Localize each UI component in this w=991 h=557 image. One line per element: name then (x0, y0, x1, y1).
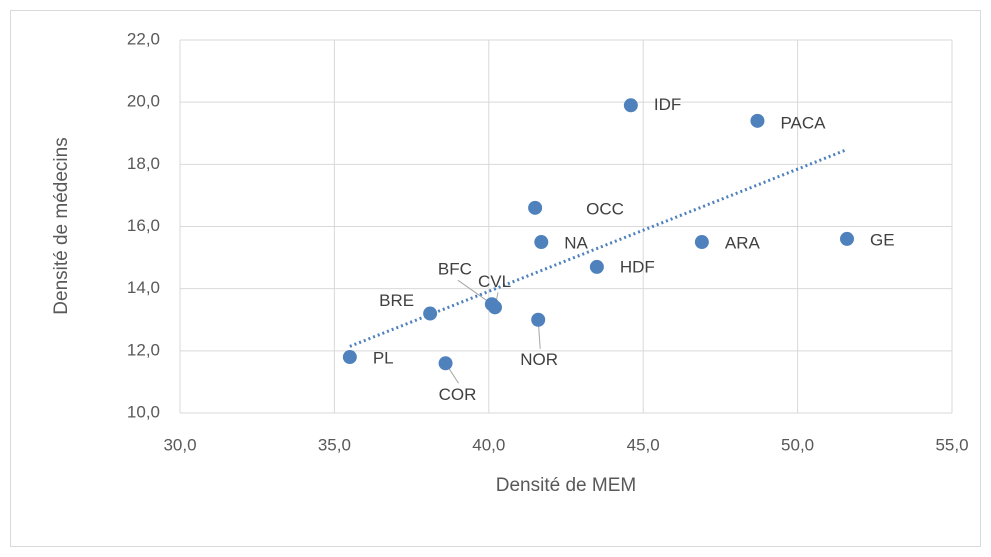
point (589, 259, 604, 274)
point (423, 306, 438, 321)
x-tick-label: 55,0 (935, 435, 968, 454)
point (534, 235, 549, 250)
point-label: PL (373, 349, 394, 368)
point-label: OCC (586, 199, 624, 218)
y-tick-label: 16,0 (127, 216, 160, 235)
point-label: GE (870, 230, 895, 249)
y-tick-label: 18,0 (127, 154, 160, 173)
point-label: IDF (654, 95, 681, 114)
point-label: BRE (379, 291, 414, 310)
point-label: HDF (620, 257, 655, 276)
point (438, 356, 453, 371)
x-tick-label: 45,0 (627, 435, 660, 454)
point (623, 98, 638, 113)
y-tick-label: 22,0 (127, 29, 160, 48)
y-axis-title: Densité de médecins (51, 137, 72, 314)
point (694, 235, 709, 250)
point (528, 200, 543, 215)
point (531, 312, 546, 327)
y-tick-label: 10,0 (127, 402, 160, 421)
x-axis-title: Densité de MEM (496, 475, 636, 496)
point (750, 113, 765, 128)
point-label: COR (439, 385, 477, 404)
y-tick-label: 14,0 (127, 278, 160, 297)
x-tick-label: 40,0 (472, 435, 505, 454)
point (840, 231, 855, 246)
point-label: CVL (478, 272, 511, 291)
point (487, 300, 502, 315)
point-label: NA (564, 234, 588, 253)
point (342, 350, 357, 365)
x-tick-label: 50,0 (781, 435, 814, 454)
point-label: PACA (780, 113, 826, 132)
point-label: BFC (438, 260, 472, 279)
x-tick-label: 30,0 (163, 435, 196, 454)
point-label: NOR (520, 350, 558, 369)
y-tick-label: 12,0 (127, 340, 160, 359)
y-tick-label: 20,0 (127, 92, 160, 111)
chart-border (10, 10, 981, 547)
point-label: ARA (725, 234, 761, 253)
trendline (349, 148, 848, 348)
x-tick-label: 35,0 (318, 435, 351, 454)
